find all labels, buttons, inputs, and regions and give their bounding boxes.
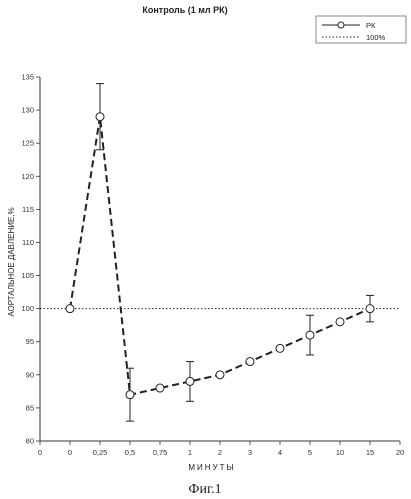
y-tick-label: 115 <box>22 205 34 214</box>
y-tick-label: 95 <box>26 337 34 346</box>
legend-box <box>316 16 406 43</box>
data-point <box>186 377 194 385</box>
x-axis: 0 0 0,25 0,5 0,75 1 2 3 4 5 10 15 20 <box>38 441 404 457</box>
data-point <box>126 391 134 399</box>
y-axis: 80 85 90 95 100 105 110 115 120 125 130 135 <box>21 73 40 446</box>
y-tick-label: 80 <box>26 437 34 446</box>
x-tick-label: 0,75 <box>153 448 168 457</box>
y-tick-label: 125 <box>21 139 34 148</box>
x-tick-label: 0 <box>68 448 72 457</box>
x-tick-label: 0,25 <box>93 448 108 457</box>
x-tick-label: 4 <box>278 448 282 457</box>
x-tick-label: 0,5 <box>125 448 135 457</box>
data-point <box>336 318 344 326</box>
y-tick-label: 135 <box>21 73 34 82</box>
legend-label-reference: 100% <box>366 33 386 42</box>
x-tick-label: 3 <box>248 448 252 457</box>
x-tick-label: 20 <box>396 448 404 457</box>
data-point <box>96 113 104 121</box>
data-point <box>216 371 224 379</box>
y-tick-label: 105 <box>21 271 34 280</box>
y-axis-label: АОРТАЛЬНОЕ ДАВЛЕНИЕ,% <box>7 207 16 316</box>
data-point <box>366 305 374 313</box>
legend: РК 100% <box>316 16 406 43</box>
y-tick-label: 90 <box>26 370 34 379</box>
y-tick-label: 120 <box>21 172 34 181</box>
x-tick-label: 0 <box>38 448 42 457</box>
y-tick-label: 130 <box>21 106 34 115</box>
x-tick-label: 15 <box>366 448 374 457</box>
data-point <box>156 384 164 392</box>
chart-title: Контроль (1 мл РК) <box>142 5 227 15</box>
data-point <box>306 331 314 339</box>
x-tick-label: 5 <box>308 448 312 457</box>
y-tick-label: 100 <box>21 304 34 313</box>
series-line-rk <box>70 117 370 395</box>
x-tick-label: 10 <box>336 448 344 457</box>
x-axis-label: МИНУТЫ <box>188 463 235 472</box>
legend-marker-series <box>338 22 344 28</box>
figure-caption: Фиг.1 <box>188 482 221 497</box>
x-tick-label: 1 <box>188 448 192 457</box>
data-point <box>276 344 284 352</box>
x-tick-label: 2 <box>218 448 222 457</box>
y-tick-label: 85 <box>26 403 34 412</box>
plot-area <box>40 84 400 422</box>
y-tick-label: 110 <box>22 238 34 247</box>
legend-label-series: РК <box>366 21 376 30</box>
data-point <box>66 305 74 313</box>
data-point <box>246 358 254 366</box>
